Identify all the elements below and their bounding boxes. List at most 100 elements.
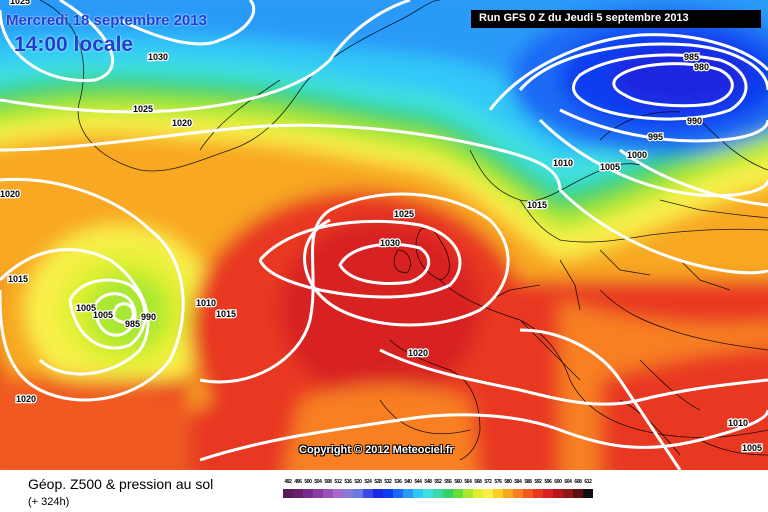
scale-label: 552: [434, 479, 442, 485]
scale-swatch: [583, 489, 593, 498]
isobar-label: 995: [648, 132, 663, 142]
scale-label: 508: [324, 479, 332, 485]
weather-map: 1025 1030 1025 1020 1020 1015 1005 1005 …: [0, 0, 768, 470]
scale-swatch: [523, 489, 533, 498]
scale-swatch: [323, 489, 333, 498]
scale-label: 520: [354, 479, 362, 485]
scale-label: 504: [314, 479, 322, 485]
scale-swatch: [573, 489, 583, 498]
scale-label: 604: [564, 479, 572, 485]
scale-step: 604: [563, 478, 573, 500]
scale-step: 536: [393, 478, 403, 500]
scale-step: 512: [333, 478, 343, 500]
isobar-label: 1020: [408, 348, 428, 358]
scale-swatch: [313, 489, 323, 498]
isobar-label: 1015: [8, 274, 28, 284]
scale-label: 548: [424, 479, 432, 485]
scale-swatch: [533, 489, 543, 498]
scale-swatch: [453, 489, 463, 498]
scale-label: 536: [394, 479, 402, 485]
scale-step: 524: [363, 478, 373, 500]
isobars: [0, 0, 768, 470]
legend-bar: Géop. Z500 & pression au sol (+ 324h) 49…: [0, 470, 768, 512]
run-info-box: Run GFS 0 Z du Jeudi 5 septembre 2013: [471, 10, 761, 28]
scale-label: 596: [544, 479, 552, 485]
scale-swatch: [433, 489, 443, 498]
scale-step: 504: [313, 478, 323, 500]
scale-swatch: [553, 489, 563, 498]
isobar-label: 1005: [742, 443, 762, 453]
scale-step: 492: [283, 478, 293, 500]
isobar-label: 1020: [172, 118, 192, 128]
scale-step: 552: [433, 478, 443, 500]
scale-label: 584: [514, 479, 522, 485]
scale-swatch: [333, 489, 343, 498]
run-info: Run GFS 0 Z du Jeudi 5 septembre 2013: [479, 12, 689, 24]
scale-swatch: [353, 489, 363, 498]
isobar-labels: 1025 1030 1025 1020 1020 1015 1005 1005 …: [0, 0, 763, 454]
copyright-notice: Copyright © 2012 Meteociel.fr: [299, 444, 454, 456]
scale-label: 608: [574, 479, 582, 485]
scale-swatch: [403, 489, 413, 498]
scale-label: 540: [404, 479, 412, 485]
scale-swatch: [393, 489, 403, 498]
scale-step: 612: [583, 478, 593, 500]
scale-label: 516: [344, 479, 352, 485]
scale-step: 496: [293, 478, 303, 500]
scale-label: 528: [374, 479, 382, 485]
scale-swatch: [283, 489, 293, 498]
scale-label: 568: [474, 479, 482, 485]
isobar-label: 1030: [148, 52, 168, 62]
isobar-label: 1015: [527, 200, 547, 210]
isobar-label: 980: [694, 62, 709, 72]
scale-swatch: [463, 489, 473, 498]
scale-swatch: [303, 489, 313, 498]
scale-swatch: [413, 489, 423, 498]
scale-step: 568: [473, 478, 483, 500]
scale-swatch: [483, 489, 493, 498]
scale-step: 588: [523, 478, 533, 500]
scale-step: 572: [483, 478, 493, 500]
isobar-label: 990: [141, 312, 156, 322]
scale-label: 560: [454, 479, 462, 485]
scale-label: 592: [534, 479, 542, 485]
forecast-date: Mercredi 18 septembre 2013: [6, 12, 207, 29]
scale-swatch: [383, 489, 393, 498]
isobar-label: 1025: [133, 104, 153, 114]
isobar-label: 1015: [216, 309, 236, 319]
scale-swatch: [493, 489, 503, 498]
isobar-label: 985: [125, 319, 140, 329]
scale-label: 556: [444, 479, 452, 485]
scale-step: 564: [463, 478, 473, 500]
coastlines: [39, 0, 768, 461]
isobar-label: 1005: [76, 303, 96, 313]
scale-swatch: [513, 489, 523, 498]
scale-step: 580: [503, 478, 513, 500]
scale-step: 592: [533, 478, 543, 500]
forecast-lead-time: (+ 324h): [28, 496, 70, 508]
scale-step: 548: [423, 478, 433, 500]
scale-swatch: [543, 489, 553, 498]
isobar-label: 1025: [394, 209, 414, 219]
scale-swatch: [473, 489, 483, 498]
scale-label: 600: [554, 479, 562, 485]
scale-step: 516: [343, 478, 353, 500]
scale-step: 596: [543, 478, 553, 500]
scale-step: 520: [353, 478, 363, 500]
isobar-label: 990: [687, 116, 702, 126]
scale-step: 608: [573, 478, 583, 500]
scale-swatch: [373, 489, 383, 498]
scale-label: 532: [384, 479, 392, 485]
scale-swatch: [293, 489, 303, 498]
scale-swatch: [363, 489, 373, 498]
scale-swatch: [343, 489, 353, 498]
color-scale: 492 496 500 504 508 512 516 520 524 528 532 536 540 5…: [283, 478, 593, 500]
scale-label: 492: [284, 479, 292, 485]
scale-label: 500: [304, 479, 312, 485]
scale-step: 600: [553, 478, 563, 500]
isobar-label: 1000: [627, 150, 647, 160]
scale-step: 584: [513, 478, 523, 500]
scale-label: 564: [464, 479, 472, 485]
scale-swatch: [503, 489, 513, 498]
scale-label: 572: [484, 479, 492, 485]
